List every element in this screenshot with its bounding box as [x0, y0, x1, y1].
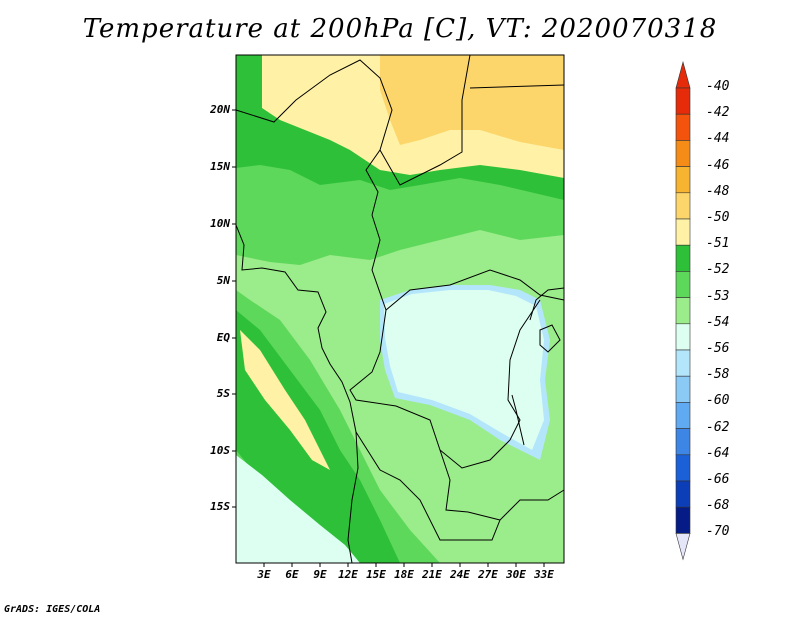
border-angola — [355, 431, 565, 541]
lon-label-3e: 3E — [257, 568, 271, 581]
lon-label-24e: 24E — [450, 568, 470, 581]
coastline — [235, 224, 359, 564]
border-sudan — [469, 84, 565, 89]
lat-label-10n: 10N — [210, 217, 230, 230]
lon-label-30e: 30E — [506, 568, 526, 581]
lon-label-21e: 21E — [422, 568, 442, 581]
legend-label: -66 — [706, 472, 730, 487]
lat-label-eq: EQ — [216, 331, 230, 344]
legend-swatch — [675, 506, 691, 534]
border-drc — [349, 299, 541, 469]
border-zambia — [439, 449, 501, 521]
legend-label: -60 — [706, 393, 730, 409]
band-48-north — [380, 55, 564, 150]
border-chad — [379, 54, 471, 186]
legend-label: -51 — [706, 236, 730, 252]
lon-label-27e: 27E — [478, 568, 498, 581]
lake-tanganyika — [511, 394, 525, 446]
lon-ticks — [263, 563, 545, 567]
lat-label-5s: 5S — [216, 387, 230, 400]
legend-swatch — [675, 323, 691, 351]
legend-label: -68 — [706, 498, 730, 514]
legend-label: -54 — [706, 314, 730, 330]
legend-swatch — [675, 87, 691, 115]
legend-label: -46 — [706, 157, 730, 173]
border-east — [529, 287, 565, 321]
band-50-coast — [240, 330, 330, 470]
legend-swatch — [675, 375, 691, 403]
legend-label: -62 — [706, 419, 730, 435]
border-north — [235, 59, 393, 216]
lon-label-12e: 12E — [338, 568, 358, 581]
map-title: Temperature at 200hPa [C], VT: 202007031… — [82, 14, 718, 44]
legend-swatch — [675, 428, 691, 456]
legend-swatch — [675, 297, 691, 325]
legend-label: -50 — [706, 210, 730, 225]
legend-top-arrow — [675, 60, 691, 89]
band-55-center — [384, 290, 544, 450]
border-car — [371, 214, 565, 311]
legend-label: -40 — [706, 79, 730, 94]
legend-swatch — [675, 140, 691, 167]
legend-swatch — [675, 454, 691, 482]
legend-label: -70 — [706, 524, 730, 540]
lat-label-10s: 10S — [210, 444, 230, 457]
band-55-south — [236, 455, 360, 563]
lake-victoria — [539, 324, 561, 353]
lon-label-15e: 15E — [366, 568, 386, 581]
legend-swatch — [675, 480, 691, 508]
lat-label-15s: 15S — [210, 500, 230, 513]
legend-label: -52 — [706, 262, 730, 278]
legend-label: -64 — [706, 445, 730, 461]
legend-bottom-arrow — [675, 533, 691, 561]
legend-swatch — [675, 166, 691, 194]
legend-swatch — [675, 402, 691, 429]
lon-label-9e: 9E — [313, 568, 327, 581]
legend-swatch — [675, 271, 691, 298]
map-fill-layer — [236, 55, 564, 563]
legend-swatch — [675, 349, 691, 377]
lat-label-20n: 20N — [210, 103, 230, 116]
lon-label-6e: 6E — [285, 568, 299, 581]
legend-swatch — [675, 192, 691, 220]
lat-label-15n: 15N — [210, 160, 230, 173]
legend-swatch — [675, 218, 691, 246]
legend-label: -44 — [706, 131, 730, 147]
legend-swatch — [675, 113, 691, 141]
lat-label-5n: 5N — [216, 274, 230, 287]
lon-label-18e: 18E — [394, 568, 414, 581]
legend-label: -58 — [706, 367, 730, 383]
legend-label: -42 — [706, 105, 730, 121]
boundaries — [235, 54, 565, 564]
legend-swatch — [675, 244, 691, 272]
lon-label-33e: 33E — [534, 568, 554, 581]
legend-label: -56 — [706, 341, 730, 356]
credit-text: GrADS: IGES/COLA — [4, 604, 101, 615]
lat-ticks — [232, 109, 236, 508]
legend-label: -53 — [706, 288, 730, 304]
legend-boxes — [675, 60, 691, 561]
map-frame — [235, 54, 565, 564]
legend-label: -48 — [706, 183, 730, 199]
